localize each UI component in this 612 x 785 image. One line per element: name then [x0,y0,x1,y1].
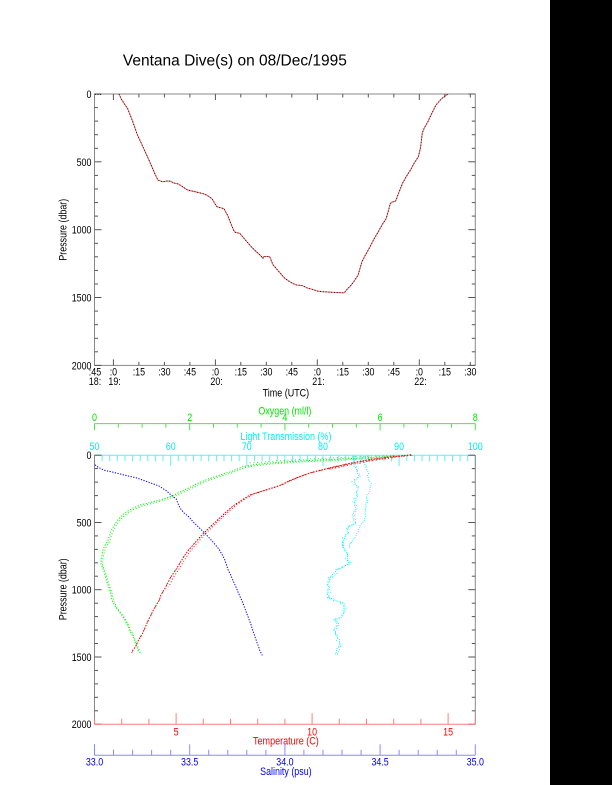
svg-text::30: :30 [158,366,170,378]
svg-text:80: 80 [318,441,328,453]
svg-text:2: 2 [187,412,192,424]
svg-text:33.5: 33.5 [181,756,198,768]
svg-text:Temperature (C): Temperature (C) [253,735,319,747]
svg-text:34.5: 34.5 [371,756,388,768]
svg-text:15: 15 [443,726,453,738]
svg-text:0: 0 [87,89,92,101]
svg-text:500: 500 [77,518,92,530]
svg-text::45: :45 [89,366,101,378]
svg-text:1500: 1500 [72,293,92,305]
svg-text:33.0: 33.0 [86,756,103,768]
svg-text:Salinity (psu): Salinity (psu) [260,766,312,778]
svg-text:Ventana Dive(s) on 08/Dec/1995: Ventana Dive(s) on 08/Dec/1995 [123,53,347,70]
svg-text:19:: 19: [108,376,120,388]
svg-text:22:: 22: [414,376,426,388]
svg-text:90: 90 [394,441,404,453]
svg-text:34.0: 34.0 [276,756,293,768]
svg-text:1000: 1000 [72,585,92,597]
svg-text:5: 5 [174,726,179,738]
svg-text::15: :15 [235,366,247,378]
svg-text:Oxygen (ml/l): Oxygen (ml/l) [258,406,311,418]
svg-text:0: 0 [87,450,92,462]
svg-text::30: :30 [362,366,374,378]
svg-text::0: :0 [416,366,423,378]
svg-text::45: :45 [388,366,400,378]
svg-text:Pressure (dbar): Pressure (dbar) [58,199,70,261]
svg-text:Time (UTC): Time (UTC) [263,387,310,399]
svg-text:35.0: 35.0 [467,756,484,768]
svg-text:21:: 21: [312,376,324,388]
svg-text:10: 10 [307,726,317,738]
svg-text::30: :30 [260,366,272,378]
svg-text:50: 50 [90,441,100,453]
svg-text:Light Transmission (%): Light Transmission (%) [240,431,331,443]
svg-text::0: :0 [314,366,321,378]
svg-text:1000: 1000 [72,225,92,237]
svg-text:1500: 1500 [72,652,92,664]
svg-text::0: :0 [110,366,117,378]
svg-text:6: 6 [378,412,383,424]
svg-text::45: :45 [184,366,196,378]
svg-text::45: :45 [286,366,298,378]
svg-text::15: :15 [439,366,451,378]
svg-text:100: 100 [468,441,483,453]
svg-text::15: :15 [133,366,145,378]
svg-text:18:: 18: [89,376,101,388]
svg-text:500: 500 [77,157,92,169]
svg-text::30: :30 [464,366,476,378]
svg-text::0: :0 [212,366,219,378]
svg-text:70: 70 [242,441,252,453]
svg-text::15: :15 [337,366,349,378]
svg-text:2000: 2000 [72,360,92,372]
svg-text:2000: 2000 [72,719,92,731]
svg-text:8: 8 [473,412,478,424]
svg-text:4: 4 [282,412,287,424]
svg-text:Pressure (dbar): Pressure (dbar) [58,558,70,620]
svg-text:20:: 20: [210,376,222,388]
svg-text:0: 0 [92,412,97,424]
svg-text:60: 60 [166,441,176,453]
